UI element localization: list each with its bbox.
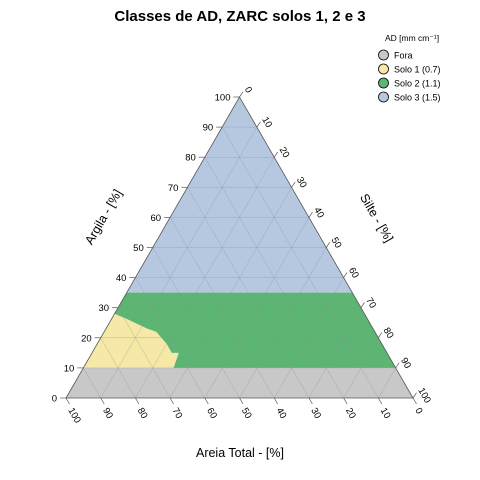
silt-tick-label: 60 — [346, 266, 361, 281]
sand-tick-label: 10 — [378, 406, 393, 421]
silt-tick-label: 90 — [398, 356, 413, 371]
sand-tick-label: 30 — [308, 406, 323, 421]
grid-line-silt — [100, 126, 258, 399]
clay-tick-label: 10 — [64, 363, 75, 374]
sand-tick-mark — [65, 397, 70, 405]
silt-tick-label: 20 — [277, 145, 292, 160]
ticks-layer: 0102030405060708090100010203040506070809… — [52, 85, 433, 425]
sand-tick-mark — [239, 397, 244, 405]
sand-tick-label: 60 — [204, 406, 219, 421]
grid-line-sand — [117, 307, 171, 399]
silt-tick-label: 100 — [415, 386, 432, 405]
sand-tick-label: 50 — [239, 406, 254, 421]
grid-line-sand — [152, 247, 240, 399]
grid-line-sand — [187, 187, 310, 399]
sand-tick-label: 90 — [100, 406, 115, 421]
silt-tick-label: 70 — [363, 296, 378, 311]
silt-tick-label: 80 — [381, 326, 396, 341]
sand-tick-label: 0 — [412, 406, 424, 416]
silt-tick-label: 0 — [242, 85, 254, 95]
clay-tick-label: 20 — [81, 333, 92, 344]
sand-tick-mark — [377, 397, 383, 405]
legend-label: Solo 3 (1.5) — [394, 92, 441, 102]
clay-tick-label: 100 — [215, 93, 231, 104]
sand-tick-mark — [343, 397, 348, 405]
grid-line-sand — [83, 367, 101, 399]
clay-tick-label: 30 — [98, 303, 109, 314]
sand-tick-mark — [308, 397, 313, 405]
legend-swatch — [378, 77, 389, 89]
legend-swatch — [378, 49, 389, 61]
chart-title: Classes de AD, ZARC solos 1, 2 e 3 — [114, 8, 365, 25]
sand-tick-mark — [135, 397, 140, 405]
silt-tick-mark — [412, 392, 417, 399]
legend: AD [mm cm⁻¹] Fora Solo 1 (0.7) Solo 2 (1.1… — [378, 33, 441, 103]
silt-tick-label: 10 — [259, 115, 274, 130]
grid-line-silt — [273, 277, 344, 399]
clay-tick-label: 80 — [185, 153, 196, 164]
grid-line-sand — [100, 337, 136, 399]
silt-tick-mark — [273, 151, 278, 158]
silt-tick-label: 40 — [311, 205, 326, 220]
silt-tick-mark — [256, 121, 261, 128]
legend-swatch — [378, 63, 389, 75]
silt-tick-mark — [239, 91, 244, 98]
grid-line-silt — [308, 307, 362, 399]
grid-line-silt — [239, 247, 327, 399]
clay-tick-label: 70 — [168, 183, 179, 194]
legend-title: AD [mm cm⁻¹] — [385, 33, 439, 43]
sand-tick-mark — [169, 397, 174, 405]
silt-tick-mark — [291, 181, 296, 188]
grid-line-silt — [343, 337, 379, 399]
grid-line-silt — [169, 187, 292, 399]
regions-layer — [66, 97, 413, 398]
clay-tick-label: 50 — [133, 243, 144, 254]
silt-tick-label: 50 — [329, 236, 344, 251]
sand-tick-label: 20 — [343, 406, 358, 421]
silt-tick-mark — [325, 242, 331, 248]
sand-tick-mark — [100, 397, 105, 405]
sand-axis-title: Areia Total - [%] — [196, 446, 284, 460]
grid-layer — [83, 126, 396, 399]
sand-tick-label: 40 — [274, 406, 289, 421]
silt-tick-mark — [360, 302, 365, 308]
legend-label: Solo 1 (0.7) — [394, 64, 441, 74]
clay-axis-title: Argila - [%] — [82, 187, 125, 247]
legend-swatch — [378, 91, 389, 103]
grid-line-sand — [221, 126, 379, 399]
sand-tick-label: 80 — [135, 406, 150, 421]
clay-tick-label: 90 — [203, 123, 214, 134]
region-fora — [66, 367, 413, 398]
silt-tick-mark — [395, 362, 400, 369]
legend-label: Solo 2 (1.1) — [394, 78, 441, 88]
region-solo-2 — [114, 292, 396, 368]
silt-tick-mark — [343, 272, 348, 278]
clay-tick-label: 60 — [151, 213, 162, 224]
legend-label: Fora — [394, 50, 413, 60]
clay-tick-label: 0 — [52, 394, 57, 405]
sand-tick-label: 100 — [65, 406, 82, 425]
region-solo-3 — [126, 97, 353, 293]
sand-tick-label: 70 — [170, 406, 185, 421]
sand-tick-mark — [412, 397, 417, 405]
silt-axis-title: Silte - [%] — [357, 191, 396, 244]
grid-line-sand — [135, 277, 206, 399]
grid-line-silt — [378, 367, 396, 399]
silt-tick-label: 30 — [294, 175, 309, 190]
silt-tick-mark — [378, 332, 383, 338]
sand-tick-mark — [204, 397, 209, 405]
sand-tick-mark — [273, 397, 279, 405]
silt-tick-mark — [308, 212, 313, 218]
clay-tick-label: 40 — [116, 273, 127, 284]
